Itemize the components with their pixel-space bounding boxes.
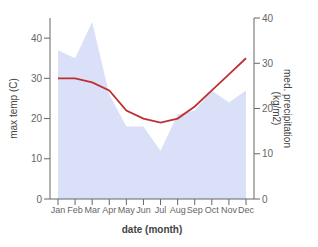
svg-text:date (month): date (month) <box>122 224 183 235</box>
svg-text:May: May <box>118 205 136 215</box>
svg-text:Sep: Sep <box>187 205 203 215</box>
svg-text:30: 30 <box>262 58 274 69</box>
svg-text:10: 10 <box>262 148 274 159</box>
svg-text:0: 0 <box>36 194 42 205</box>
svg-text:Aug: Aug <box>170 205 186 215</box>
svg-text:Dec: Dec <box>238 205 255 215</box>
svg-text:40: 40 <box>31 33 43 44</box>
svg-text:Oct: Oct <box>205 205 220 215</box>
svg-text:30: 30 <box>31 73 43 84</box>
svg-text:Jan: Jan <box>51 205 66 215</box>
svg-text:Jun: Jun <box>136 205 151 215</box>
svg-text:10: 10 <box>31 153 43 164</box>
svg-text:Jul: Jul <box>155 205 167 215</box>
svg-text:Mar: Mar <box>84 205 100 215</box>
svg-text:40: 40 <box>262 13 274 24</box>
svg-text:max temp (C): max temp (C) <box>8 78 19 139</box>
svg-text:20: 20 <box>31 113 43 124</box>
svg-text:20: 20 <box>262 103 274 114</box>
svg-text:Feb: Feb <box>67 205 83 215</box>
svg-text:Apr: Apr <box>102 205 116 215</box>
svg-text:0: 0 <box>262 194 268 205</box>
svg-text:Nov: Nov <box>221 205 238 215</box>
svg-text:med. precipitation(kg/m2): med. precipitation(kg/m2) <box>271 69 293 148</box>
